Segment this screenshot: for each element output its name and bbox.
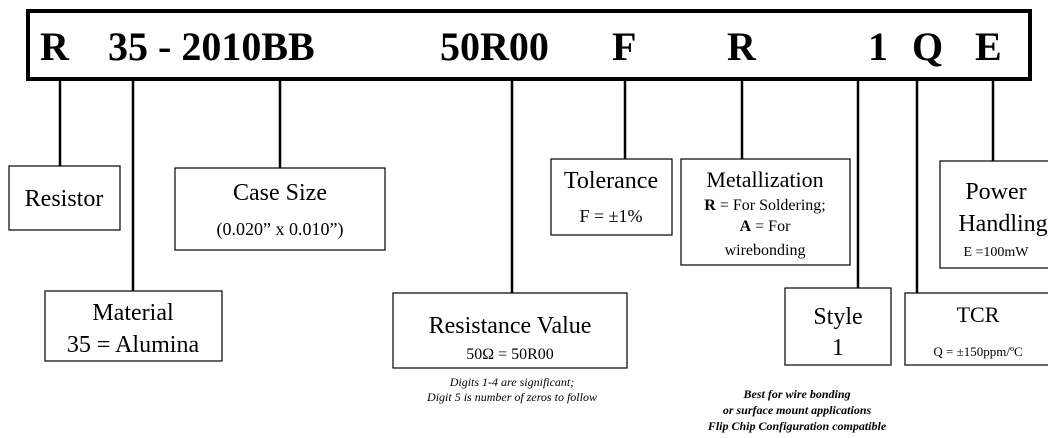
note: Digit 5 is number of zeros to follow <box>426 390 597 404</box>
code-part: Q <box>912 24 943 69</box>
code-part: 1 <box>868 24 888 69</box>
detail: F = ±1% <box>579 206 642 226</box>
detail: wirebonding <box>725 242 806 259</box>
power-box <box>939 160 1048 269</box>
label: Resistor <box>25 186 104 212</box>
code-part: 35 - 2010BB <box>108 24 315 69</box>
note: Best for wire bonding <box>742 387 850 401</box>
resistance-box <box>392 292 628 369</box>
label: Style <box>813 304 862 330</box>
style-box <box>784 287 892 366</box>
note: Flip Chip Configuration compatible <box>707 419 887 433</box>
detail: Q = ±150ppm/ºC <box>933 344 1022 359</box>
detail: 1 <box>832 335 844 361</box>
label: Metallization <box>706 167 823 192</box>
metallization-box <box>680 158 851 266</box>
detail: A = For <box>740 218 791 235</box>
detail: (0.020” x 0.010”) <box>217 219 344 240</box>
code-part: R <box>727 24 757 69</box>
label: Tolerance <box>564 168 658 194</box>
note: Digits 1-4 are significant; <box>449 375 575 389</box>
detail: 50Ω = 50R00 <box>466 346 554 363</box>
detail: R = For Soldering; <box>704 197 825 214</box>
material-box <box>44 290 223 362</box>
detail: E =100mW <box>963 245 1029 260</box>
code-box <box>26 9 1032 81</box>
code-part: R <box>40 24 70 69</box>
code-part: 50R00 <box>440 24 549 69</box>
tolerance-box <box>550 158 673 236</box>
code-part: E <box>975 24 1002 69</box>
detail: 35 = Alumina <box>67 332 200 358</box>
label: TCR <box>957 302 1000 327</box>
label: Power <box>965 179 1026 205</box>
case-size-box <box>174 167 386 251</box>
tcr-box <box>904 292 1048 366</box>
code-part: F <box>612 24 636 69</box>
connectors <box>58 81 995 293</box>
label: Case Size <box>233 180 327 206</box>
resistor-box <box>8 165 121 231</box>
label: Handling <box>958 211 1047 237</box>
label: Resistance Value <box>429 313 592 339</box>
label: Material <box>92 300 174 326</box>
note: or surface mount applications <box>723 403 872 417</box>
